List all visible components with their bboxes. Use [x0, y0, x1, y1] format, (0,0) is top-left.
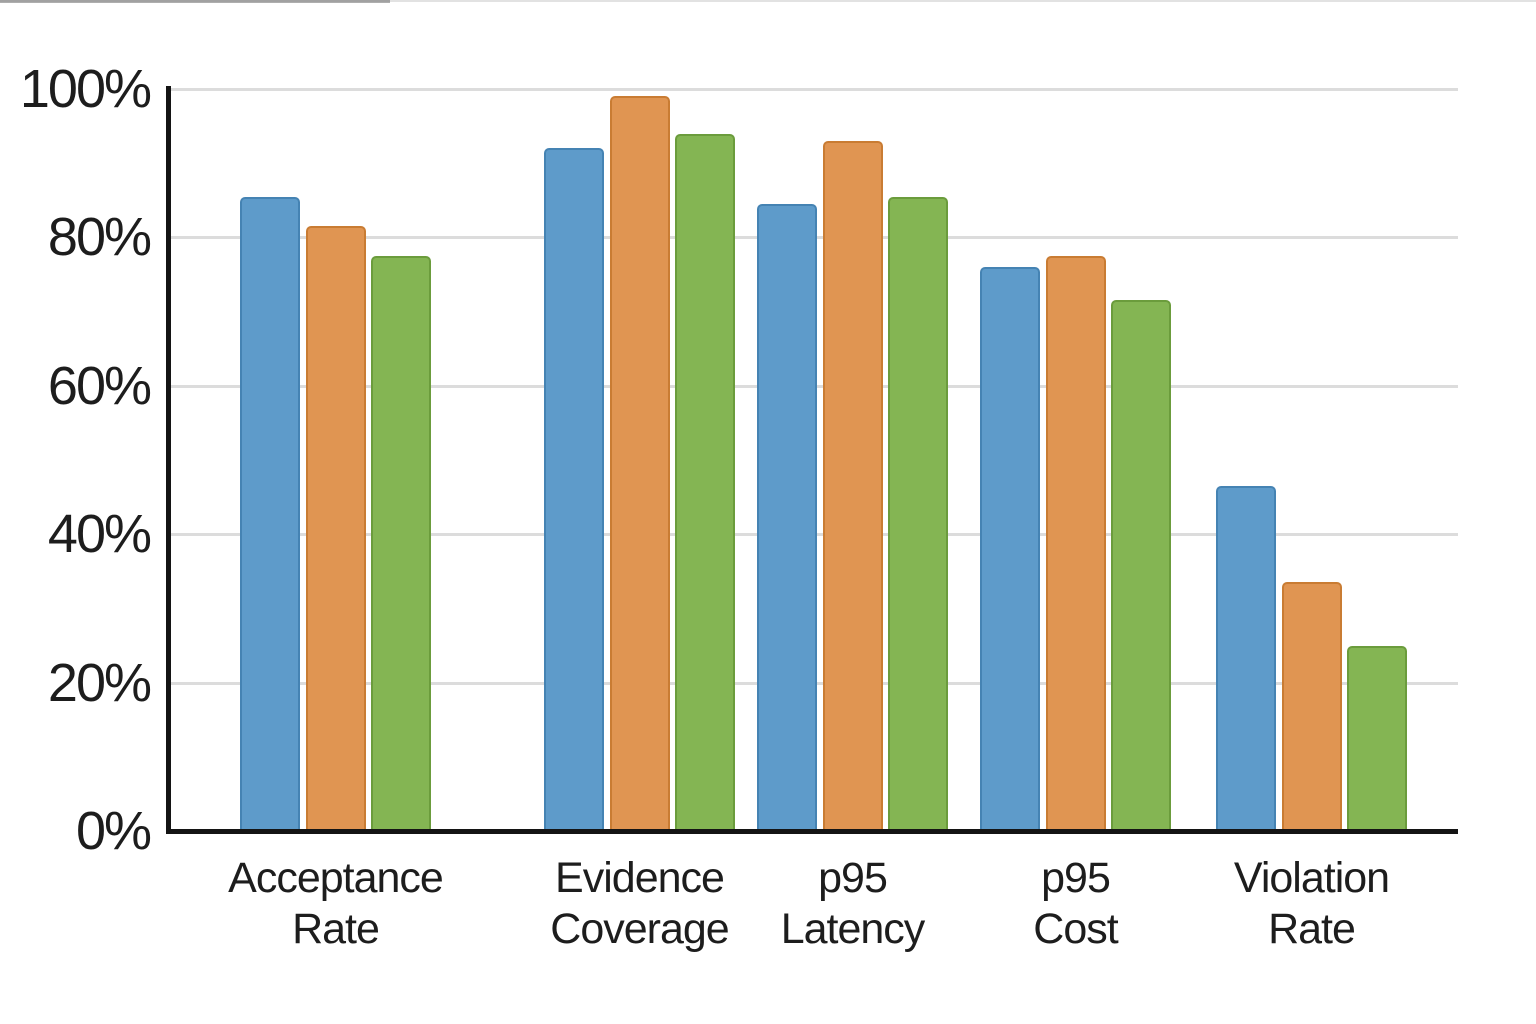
top-edge-artifact	[0, 0, 390, 3]
bar-series-green-evidence-coverage	[675, 133, 735, 831]
y-tick-label-60: 60%	[47, 355, 152, 416]
bar-series-orange-evidence-coverage	[610, 96, 670, 831]
x-category-label-line: p95	[1041, 854, 1111, 902]
bar-series-blue-p95-latency	[757, 204, 817, 831]
x-category-label-line: Acceptance	[228, 854, 444, 902]
bar-series-blue-p95-cost	[980, 267, 1040, 831]
x-category-label-line: Cost	[1033, 905, 1118, 953]
x-category-label-line: Rate	[292, 905, 380, 953]
y-tick-label-20: 20%	[47, 652, 152, 713]
x-category-label-line: Rate	[1268, 905, 1356, 953]
bar-series-green-p95-latency	[888, 196, 948, 831]
x-axis-line	[166, 829, 1458, 834]
bar-series-orange-p95-cost	[1046, 255, 1106, 831]
x-category-label-line: Evidence	[555, 854, 725, 902]
x-category-label-line: Latency	[780, 905, 926, 953]
y-axis-line	[166, 86, 171, 833]
bar-series-blue-acceptance-rate	[240, 196, 300, 831]
bar-series-orange-p95-latency	[823, 140, 883, 831]
x-category-label-line: p95	[818, 854, 888, 902]
y-tick-label-40: 40%	[47, 504, 152, 565]
y-tick-label-0: 0%	[75, 801, 152, 861]
x-category-label-line: Violation	[1233, 854, 1390, 902]
y-tick-label-100: 100%	[19, 59, 152, 119]
bar-series-green-violation-rate	[1347, 645, 1407, 831]
gridline-100	[166, 88, 1458, 91]
x-category-label-line: Coverage	[550, 905, 729, 953]
bar-series-blue-violation-rate	[1216, 485, 1276, 831]
top-edge-line	[0, 0, 1536, 2]
bar-series-green-p95-cost	[1111, 300, 1171, 831]
bar-series-blue-evidence-coverage	[544, 148, 604, 831]
bar-series-green-acceptance-rate	[371, 255, 431, 831]
bar-series-orange-violation-rate	[1282, 582, 1342, 831]
y-tick-label-80: 80%	[47, 207, 152, 268]
bar-series-orange-acceptance-rate	[306, 226, 366, 831]
